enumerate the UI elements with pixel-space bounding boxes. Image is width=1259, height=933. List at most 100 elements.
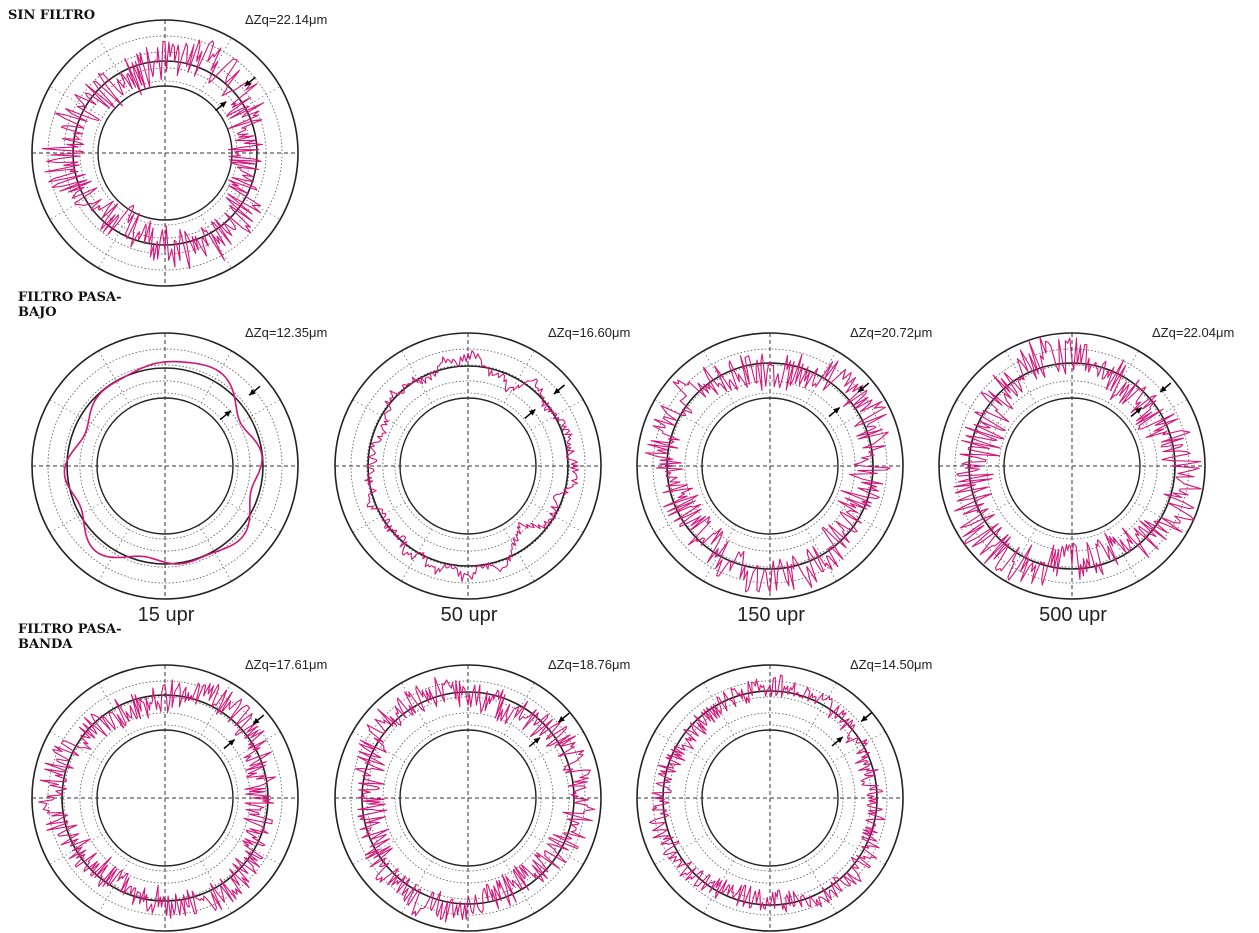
inner-arrow-head: [228, 739, 235, 746]
roundness-profile: [953, 335, 1202, 586]
radial-gridline: [501, 682, 535, 740]
radial-gridline: [803, 524, 837, 582]
radial-gridline: [1005, 524, 1039, 582]
inner-arrow-head: [533, 737, 541, 744]
radial-gridline: [223, 499, 281, 533]
inner-arrow-head: [224, 410, 231, 417]
radial-gridline: [828, 731, 886, 765]
roundness-profile: [38, 679, 277, 919]
radial-gridline: [352, 831, 410, 865]
mean-circle: [66, 367, 264, 565]
frequency-label-500: 500 upr: [1039, 604, 1107, 626]
outer-arrow-head: [249, 389, 256, 396]
radial-gridline: [401, 856, 435, 914]
outer-arrow-head: [244, 79, 252, 87]
delta-zq-label: ΔZq=14.50μm: [850, 657, 932, 672]
polar-plot-pasa-bajo-500: ΔZq=22.04μm: [932, 318, 1234, 600]
radial-gridline: [49, 186, 108, 220]
outer-arrow-head: [1160, 385, 1167, 393]
delta-zq-label: ΔZq=12.35μm: [245, 325, 327, 340]
delta-zq-label: ΔZq=22.14μm: [245, 12, 327, 27]
polar-chart: ΔZq=16.60μm: [334, 325, 630, 600]
polar-plot-pasa-bajo-150: ΔZq=20.72μm: [630, 318, 932, 600]
radial-gridline: [98, 524, 132, 582]
polar-plot-pasa-banda-3: ΔZq=14.50μm: [630, 650, 932, 932]
radial-gridline: [803, 856, 837, 914]
radial-gridline: [1130, 399, 1188, 433]
polar-chart: ΔZq=12.35μm: [31, 325, 327, 600]
radial-gridline: [198, 350, 232, 408]
delta-zq-label: ΔZq=16.60μm: [548, 325, 630, 340]
radial-gridline: [956, 399, 1014, 433]
outer-arrow-head: [858, 385, 865, 393]
polar-chart: ΔZq=14.50μm: [636, 657, 932, 932]
radial-gridline: [1130, 499, 1188, 533]
inner-arrow-head: [1135, 407, 1142, 414]
inner-arrow-head: [833, 407, 840, 414]
polar-plot-sin-filtro: ΔZq=22.14μm: [25, 5, 327, 287]
row-label-pasa-banda: FILTRO PASA- BANDA: [18, 622, 122, 652]
radial-gridline: [198, 856, 232, 914]
radial-gridline: [654, 831, 712, 865]
radial-gridline: [956, 499, 1014, 533]
radial-gridline: [49, 731, 107, 765]
polar-chart: ΔZq=17.61μm: [31, 657, 327, 932]
frequency-label-50: 50 upr: [440, 604, 498, 626]
radial-gridline: [352, 731, 410, 765]
radial-gridline: [198, 524, 232, 582]
delta-zq-label: ΔZq=20.72μm: [850, 325, 932, 340]
polar-chart: ΔZq=20.72μm: [636, 325, 932, 600]
roundness-profile: [355, 677, 596, 923]
radial-gridline: [223, 399, 281, 433]
radial-gridline: [222, 186, 281, 220]
polar-chart: ΔZq=22.14μm: [31, 12, 327, 287]
radial-gridline: [98, 210, 132, 269]
inner-arrow-head: [528, 409, 536, 416]
radial-gridline: [803, 682, 837, 740]
radial-gridline: [98, 682, 132, 740]
radial-gridline: [1105, 350, 1139, 408]
radial-gridline: [49, 499, 107, 533]
polar-plot-pasa-banda-1: ΔZq=17.61μm: [25, 650, 327, 932]
outer-arrow-head: [861, 715, 868, 722]
radial-gridline: [1005, 350, 1039, 408]
radial-gridline: [401, 682, 435, 740]
row-label-sin-filtro: SIN FILTRO: [8, 8, 96, 23]
polar-plot-pasa-bajo-15: ΔZq=12.35μm: [25, 318, 327, 600]
radial-gridline: [1105, 524, 1139, 582]
delta-zq-label: ΔZq=17.61μm: [245, 657, 327, 672]
radial-gridline: [803, 350, 837, 408]
radial-gridline: [703, 682, 737, 740]
radial-gridline: [526, 831, 584, 865]
outer-arrow-head: [558, 715, 565, 723]
radial-gridline: [828, 831, 886, 865]
delta-zq-label: ΔZq=22.04μm: [1152, 325, 1234, 340]
radial-gridline: [501, 856, 535, 914]
radial-gridline: [223, 731, 281, 765]
radial-gridline: [98, 856, 132, 914]
inner-arrow-head: [219, 101, 227, 108]
outer-arrow-head: [553, 387, 561, 395]
polar-chart: ΔZq=22.04μm: [938, 325, 1234, 600]
roundness-profile: [63, 360, 263, 565]
radial-gridline: [222, 86, 281, 120]
polar-plot-pasa-banda-2: ΔZq=18.76μm: [328, 650, 630, 932]
roundness-profile: [41, 39, 265, 270]
radial-gridline: [828, 499, 886, 533]
roundness-profile: [644, 353, 891, 593]
radial-gridline: [98, 37, 132, 96]
polar-plot-pasa-bajo-50: ΔZq=16.60μm: [328, 318, 630, 600]
frequency-label-150: 150 upr: [737, 604, 805, 626]
delta-zq-label: ΔZq=18.76μm: [548, 657, 630, 672]
radial-gridline: [98, 350, 132, 408]
roundness-profile: [364, 350, 580, 582]
outer-arrow-head: [253, 717, 260, 725]
radial-gridline: [703, 350, 737, 408]
radial-gridline: [49, 399, 107, 433]
radial-gridline: [223, 831, 281, 865]
frequency-label-15: 15 upr: [137, 604, 195, 626]
radial-gridline: [49, 86, 108, 120]
roundness-profile: [649, 674, 886, 913]
row-label-pasa-bajo: FILTRO PASA- BAJO: [18, 290, 122, 320]
